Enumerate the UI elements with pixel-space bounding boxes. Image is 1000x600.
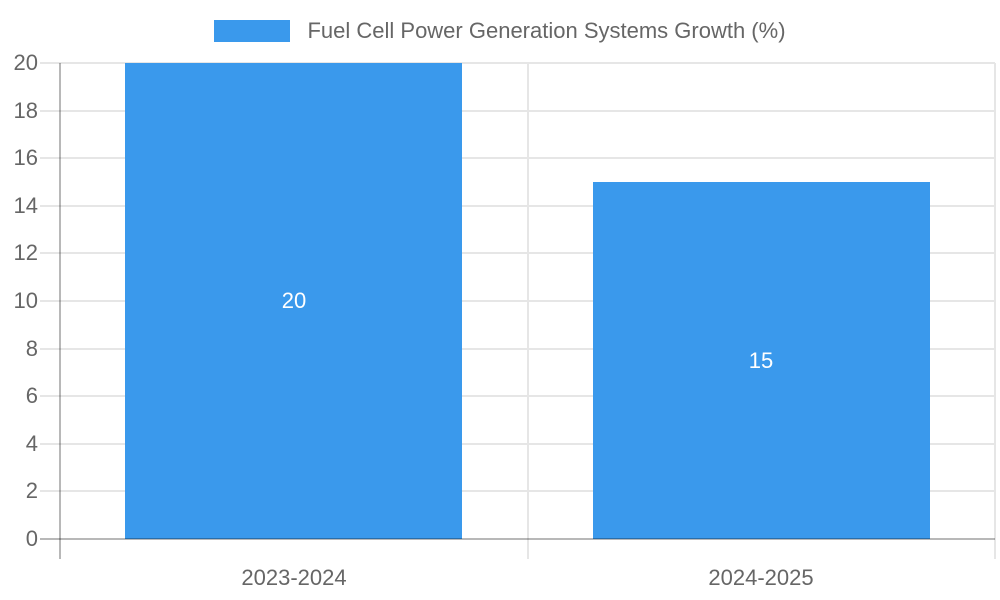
y-gridline [40,395,995,397]
y-tick-label: 10 [13,288,38,313]
y-tick-label: 0 [25,526,38,551]
y-gridline [40,205,995,207]
x-axis-baseline [40,538,995,540]
y-tick-label: 6 [25,383,38,409]
y-axis-line [59,63,61,559]
y-tick-label: 2 [25,478,38,504]
y-gridline [40,490,995,492]
y-gridline [40,110,995,112]
x-gridline [527,63,529,559]
y-gridline [40,252,995,254]
x-gridline [994,63,996,559]
bar [125,63,462,539]
x-tick-label: 2023-2024 [241,565,347,590]
bar-value-label: 20 [281,288,307,313]
y-gridline [40,348,995,350]
y-tick-label: 14 [13,192,38,218]
y-tick-label: 18 [13,97,38,123]
y-tick-label: 4 [25,430,38,456]
y-gridline [40,62,995,64]
y-gridline [40,300,995,302]
legend-swatch [214,20,291,42]
bar [593,182,930,539]
y-tick-label: 20 [13,50,38,75]
bar-value-label: 15 [748,348,774,373]
y-tick-label: 12 [13,240,38,266]
chart-legend: Fuel Cell Power Generation Systems Growt… [0,17,1000,45]
y-tick-label: 16 [13,145,38,171]
y-gridline [40,157,995,159]
y-tick-label: 8 [25,335,38,361]
y-gridline [40,443,995,445]
legend-label: Fuel Cell Power Generation Systems Growt… [307,18,786,43]
x-tick-label: 2024-2025 [708,565,814,590]
